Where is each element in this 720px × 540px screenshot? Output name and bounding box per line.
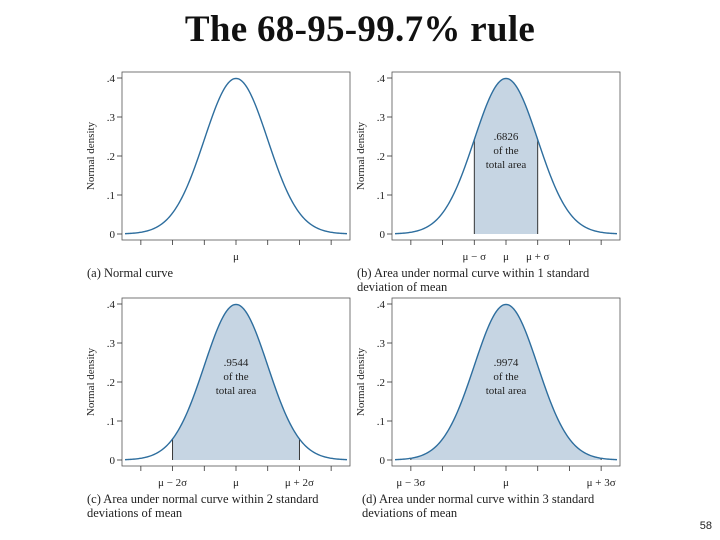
y-tick-label: .3 xyxy=(107,338,116,350)
y-tick-label: .3 xyxy=(377,112,386,124)
caption-a: (a) Normal curve xyxy=(87,266,173,280)
y-tick-label: 0 xyxy=(110,455,116,467)
y-tick-label: .4 xyxy=(107,73,116,85)
x-tick-label: μ − 3σ xyxy=(396,477,425,489)
chart-svg-d: .4 .3 .2 .1 0 Normal density μ − 3σ μ μ + 3σ .997… xyxy=(355,297,621,489)
area-annotation-line: .9974 xyxy=(494,357,519,369)
y-tick-label: .3 xyxy=(107,112,116,124)
area-annotation-line: total area xyxy=(216,385,257,397)
y-tick-label: .2 xyxy=(377,377,385,389)
page-number: 58 xyxy=(699,520,712,532)
caption-b-line-2: deviation of mean xyxy=(357,280,448,294)
y-tick-label: .2 xyxy=(107,377,115,389)
area-annotation-line: total area xyxy=(486,385,527,397)
shaded-area xyxy=(474,78,538,234)
density-curve xyxy=(394,77,618,235)
x-tick-label: μ xyxy=(233,251,239,263)
y-tick-label: .4 xyxy=(377,299,386,311)
caption-b: (b) Area under normal curve within 1 sta… xyxy=(357,266,589,294)
area-annotation-line: .9544 xyxy=(224,357,249,369)
caption-c-line-1: (c) Area under normal curve within 2 sta… xyxy=(87,492,319,506)
y-tick-label: .2 xyxy=(107,151,115,163)
density-curve xyxy=(124,303,348,461)
y-tick-label: .4 xyxy=(377,73,386,85)
y-tick-label: 0 xyxy=(380,455,386,467)
chart-panel-d: .4 .3 .2 .1 0 Normal density μ − 3σ μ μ + 3σ .997… xyxy=(352,297,642,518)
chart-svg-a: .4 .3 .2 .1 0 Normal density μ xyxy=(85,71,351,263)
density-curve xyxy=(394,303,618,461)
y-tick-label: .1 xyxy=(107,190,115,202)
y-tick-label: .2 xyxy=(377,151,385,163)
chart-panel-b: .4 .3 .2 .1 0 Normal density μ − σ μ μ + σ .6826 o… xyxy=(352,71,642,292)
area-annotation-line: total area xyxy=(486,159,527,171)
x-tick-label: μ + 2σ xyxy=(285,477,314,489)
caption-c: (c) Area under normal curve within 2 sta… xyxy=(87,492,319,520)
area-annotation-line: .6826 xyxy=(494,131,519,143)
chart-svg-c: .4 .3 .2 .1 0 Normal density μ − 2σ μ μ + 2σ .954… xyxy=(85,297,351,489)
y-axis-label: Normal density xyxy=(85,121,97,190)
y-tick-label: .3 xyxy=(377,338,386,350)
caption-b-line-1: (b) Area under normal curve within 1 sta… xyxy=(357,266,590,280)
chart-panel-c: .4 .3 .2 .1 0 Normal density μ − 2σ μ μ + 2σ .954… xyxy=(82,297,372,518)
y-axis-label: Normal density xyxy=(355,121,367,190)
y-axis-label: Normal density xyxy=(355,347,367,416)
x-tick-label: μ + σ xyxy=(526,251,550,263)
y-tick-label: .4 xyxy=(107,299,116,311)
x-tick-label: μ xyxy=(233,477,239,489)
slide-title: The 68-95-99.7% rule xyxy=(184,9,536,50)
caption-a-line-1: (a) Normal curve xyxy=(87,266,174,280)
x-tick-label: μ xyxy=(503,477,509,489)
density-curve xyxy=(124,77,348,235)
x-tick-label: μ + 3σ xyxy=(587,477,616,489)
chart-panel-a: .4 .3 .2 .1 0 Normal density μ xyxy=(82,71,372,292)
caption-d-line-1: (d) Area under normal curve within 3 sta… xyxy=(362,492,595,506)
caption-d: (d) Area under normal curve within 3 sta… xyxy=(362,492,594,520)
y-tick-label: .1 xyxy=(107,416,115,428)
y-tick-label: .1 xyxy=(377,190,385,202)
chart-svg-b: .4 .3 .2 .1 0 Normal density μ − σ μ μ + σ .6826 o… xyxy=(355,71,621,263)
x-tick-label: μ − 2σ xyxy=(158,477,187,489)
y-axis-label: Normal density xyxy=(85,347,97,416)
x-tick-label: μ xyxy=(503,251,509,263)
plot-frame xyxy=(121,71,351,241)
y-tick-label: 0 xyxy=(110,229,116,241)
shaded-area xyxy=(172,304,300,460)
y-tick-label: .1 xyxy=(377,416,385,428)
x-tick-label: μ − σ xyxy=(463,251,487,263)
shaded-area xyxy=(410,304,602,460)
area-annotation-line: of the xyxy=(223,371,248,383)
y-tick-label: 0 xyxy=(380,229,386,241)
caption-d-line-2: deviations of mean xyxy=(362,506,458,520)
area-annotation-line: of the xyxy=(493,371,518,383)
caption-c-line-2: deviations of mean xyxy=(87,506,183,520)
area-annotation-line: of the xyxy=(493,145,518,157)
